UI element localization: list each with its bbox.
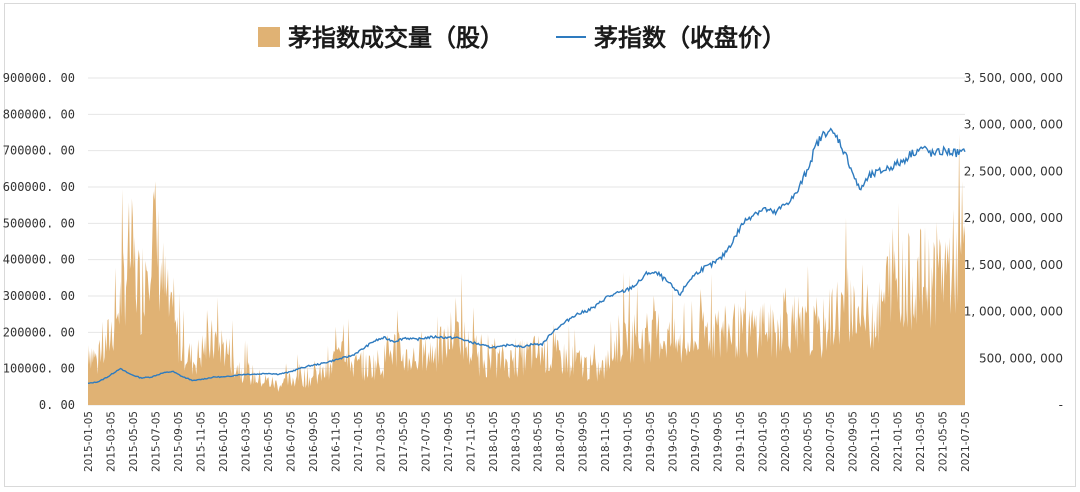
- x-tick-label: 2020-09-05: [848, 411, 860, 472]
- x-axis-ticks: 2015-01-05 2015-03-05 2015-05-05 2015-07-05…: [83, 411, 972, 472]
- left-tick-label: 300000. 00: [3, 289, 75, 303]
- volume-area: [88, 133, 965, 405]
- x-tick-label: 2015-11-05: [195, 411, 207, 472]
- x-tick-label: 2018-09-05: [578, 411, 590, 472]
- legend-label-close: 茅指数（收盘价）: [594, 24, 786, 52]
- x-tick-label: 2017-03-05: [375, 411, 387, 472]
- legend-label-volume: 茅指数成交量（股）: [288, 24, 504, 52]
- x-tick-label: 2016-03-05: [240, 411, 252, 472]
- x-tick-label: 2018-05-05: [533, 411, 545, 472]
- x-tick-label: 2016-09-05: [308, 411, 320, 472]
- left-tick-label: 200000. 00: [3, 325, 75, 339]
- right-tick-label: -: [1059, 398, 1063, 412]
- x-tick-label: 2019-11-05: [735, 411, 747, 472]
- x-tick-label: 2019-09-05: [713, 411, 725, 472]
- left-tick-label: 800000. 00: [3, 107, 75, 121]
- x-tick-label: 2016-07-05: [285, 411, 297, 472]
- close-line: [87, 127, 966, 385]
- left-tick-label: 0. 00: [39, 398, 75, 412]
- x-tick-label: 2018-11-05: [600, 411, 612, 472]
- right-tick-label: 1, 000, 000, 000: [964, 305, 1063, 319]
- x-tick-label: 2020-01-05: [758, 411, 770, 472]
- right-tick-label: 3, 000, 000, 000: [964, 118, 1063, 132]
- x-tick-label: 2017-05-05: [398, 411, 410, 472]
- left-tick-label: 700000. 00: [3, 144, 75, 158]
- x-tick-label: 2021-01-05: [893, 411, 905, 472]
- right-tick-label: 1, 500, 000, 000: [964, 258, 1063, 272]
- x-tick-label: 2017-07-05: [420, 411, 432, 472]
- x-tick-label: 2015-01-05: [83, 411, 95, 472]
- right-tick-label: 3, 500, 000, 000: [964, 71, 1063, 85]
- x-tick-label: 2018-07-05: [555, 411, 567, 472]
- right-axis-ticks: - 500, 000, 000 1, 000, 000, 000 1, 500, 00…: [964, 71, 1063, 412]
- left-tick-label: 500000. 00: [3, 216, 75, 230]
- x-tick-label: 2015-05-05: [128, 411, 140, 472]
- x-tick-label: 2016-11-05: [330, 411, 342, 472]
- x-tick-label: 2021-05-05: [938, 411, 950, 472]
- left-tick-label: 900000. 00: [3, 71, 75, 85]
- x-tick-label: 2018-03-05: [510, 411, 522, 472]
- right-tick-label: 2, 000, 000, 000: [964, 211, 1063, 225]
- x-tick-label: 2015-09-05: [173, 411, 185, 472]
- volume-area-shape: [88, 133, 965, 405]
- x-tick-label: 2017-11-05: [465, 411, 477, 472]
- x-tick-label: 2018-01-05: [488, 411, 500, 472]
- x-tick-label: 2020-05-05: [803, 411, 815, 472]
- left-tick-label: 100000. 00: [3, 362, 75, 376]
- x-tick-label: 2021-07-05: [960, 411, 972, 472]
- x-tick-label: 2019-05-05: [668, 411, 680, 472]
- x-tick-label: 2017-01-05: [353, 411, 365, 472]
- x-tick-label: 2020-03-05: [780, 411, 792, 472]
- left-tick-label: 400000. 00: [3, 253, 75, 267]
- x-tick-label: 2019-07-05: [690, 411, 702, 472]
- x-tick-label: 2015-03-05: [106, 411, 118, 472]
- x-tick-label: 2019-03-05: [645, 411, 657, 472]
- left-tick-label: 600000. 00: [3, 180, 75, 194]
- x-tick-label: 2016-01-05: [218, 411, 230, 472]
- close-line-path: [87, 127, 966, 385]
- x-tick-label: 2020-11-05: [870, 411, 882, 472]
- x-tick-label: 2017-09-05: [443, 411, 455, 472]
- legend-swatch-volume: [258, 27, 280, 47]
- right-tick-label: 2, 500, 000, 000: [964, 164, 1063, 178]
- x-tick-label: 2020-07-05: [825, 411, 837, 472]
- left-axis-ticks: 0. 00 100000. 00 200000. 00 300000. 00 40000…: [3, 71, 75, 412]
- legend: 茅指数成交量（股） 茅指数（收盘价）: [258, 24, 786, 52]
- right-tick-label: 500, 000, 000: [979, 351, 1063, 365]
- x-tick-label: 2019-01-05: [623, 411, 635, 472]
- x-tick-label: 2021-03-05: [915, 411, 927, 472]
- x-tick-label: 2015-07-05: [151, 411, 163, 472]
- chart-frame: [4, 3, 1076, 487]
- x-tick-label: 2016-05-05: [263, 411, 275, 472]
